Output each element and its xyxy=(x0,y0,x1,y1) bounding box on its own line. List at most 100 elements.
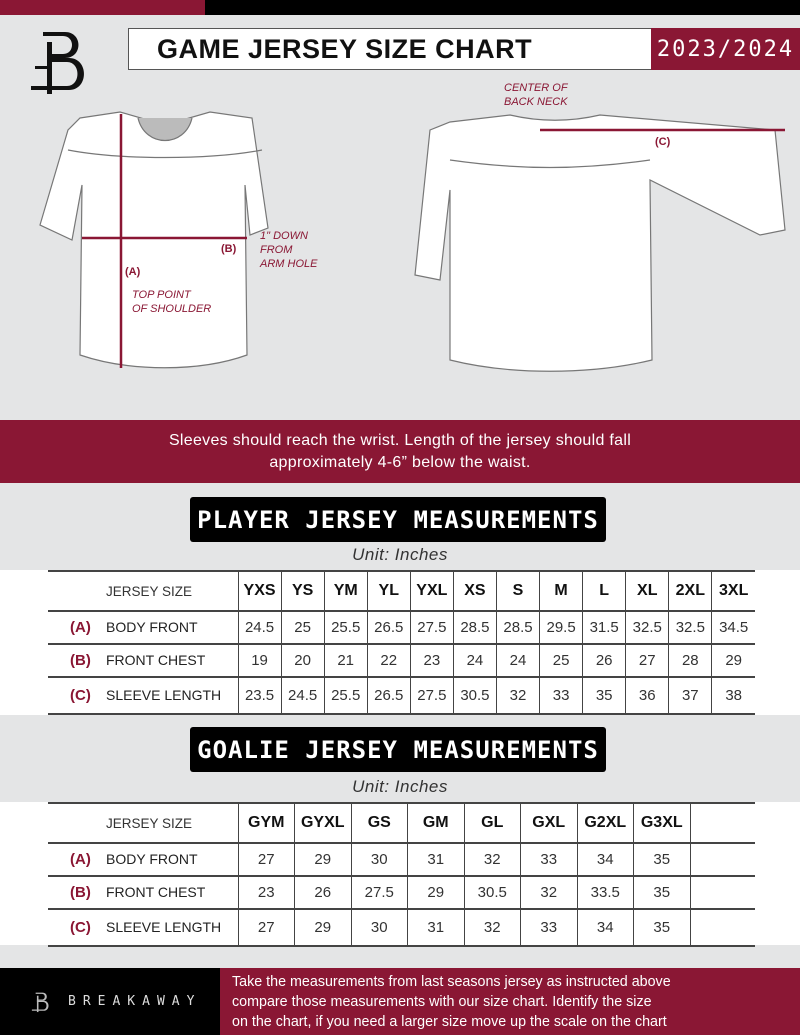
measure-cell: 25.5 xyxy=(323,611,368,645)
measure-cell: 35 xyxy=(633,876,690,910)
measure-cell: 25 xyxy=(280,611,325,645)
measure-cell: 29 xyxy=(711,644,755,678)
table-row: (C) SLEEVE LENGTH 27 29 30 31 32 33 34 35 xyxy=(48,909,755,947)
footer-instructions: Take the measurements from last seasons … xyxy=(220,968,800,1035)
jersey-diagram xyxy=(39,111,786,372)
measure-cell: 26.5 xyxy=(366,611,411,645)
breakaway-logo-small xyxy=(31,992,49,1012)
measure-letter: (A) xyxy=(70,619,91,636)
row-label: (C) SLEEVE LENGTH xyxy=(48,909,238,947)
size-header: G3XL xyxy=(633,803,690,844)
measure-cell: 23.5 xyxy=(237,677,282,715)
measure-cell: 27 xyxy=(237,909,295,947)
table-row: (B) FRONT CHEST 23 26 27.5 29 30.5 32 33.5 35 xyxy=(48,876,755,910)
measure-cell: 27 xyxy=(625,644,669,678)
measure-cell xyxy=(689,909,755,947)
size-header: S xyxy=(495,571,540,612)
top-bar-accent xyxy=(0,0,205,15)
measure-name: BODY FRONT xyxy=(106,619,198,635)
size-header: YXS xyxy=(237,571,282,612)
measure-cell: 33.5 xyxy=(576,876,634,910)
measure-cell: 22 xyxy=(366,644,411,678)
measure-cell: 31 xyxy=(407,909,464,947)
row-label: (C) SLEEVE LENGTH xyxy=(48,677,238,715)
measure-name: BODY FRONT xyxy=(106,851,198,867)
measure-cell: 34 xyxy=(576,909,634,947)
measure-cell: 24.5 xyxy=(280,677,325,715)
measurement-lines xyxy=(82,114,785,368)
footer-brand: BREAKAWAY xyxy=(0,968,220,1035)
goalie-section-title: GOALIE JERSEY MEASUREMENTS xyxy=(190,727,606,772)
player-section-title: PLAYER JERSEY MEASUREMENTS xyxy=(190,497,606,542)
measure-cell: 32 xyxy=(463,843,521,877)
measure-name: SLEEVE LENGTH xyxy=(106,687,222,703)
measure-cell: 33 xyxy=(520,909,577,947)
page-title: GAME JERSEY SIZE CHART xyxy=(128,28,652,70)
measure-cell: 27.5 xyxy=(409,611,454,645)
measure-cell: 25.5 xyxy=(323,677,368,715)
measure-name: SLEEVE LENGTH xyxy=(106,919,222,935)
measure-cell: 37 xyxy=(668,677,712,715)
measure-cell: 19 xyxy=(237,644,282,678)
measure-letter: (C) xyxy=(70,919,91,936)
measure-cell: 28 xyxy=(668,644,712,678)
row-label: (B) FRONT CHEST xyxy=(48,876,238,910)
measure-cell: 24 xyxy=(495,644,540,678)
table-row: (B) FRONT CHEST 19 20 21 22 23 24 24 25 26 27 28 29 xyxy=(48,644,755,678)
measure-cell: 24 xyxy=(452,644,497,678)
measure-cell: 27.5 xyxy=(409,677,454,715)
table-row: (A) BODY FRONT 27 29 30 31 32 33 34 35 xyxy=(48,843,755,877)
measure-cell: 25 xyxy=(539,644,583,678)
size-header: GL xyxy=(463,803,521,844)
goalie-size-table: JERSEY SIZE GYM GYXL GS GM GL GXL G2XL G3XL (A) B… xyxy=(48,802,755,947)
shoulder-note: TOP POINT OF SHOULDER xyxy=(132,289,212,315)
size-header: XL xyxy=(625,571,669,612)
measure-letter: (C) xyxy=(70,687,91,704)
header-label: JERSEY SIZE xyxy=(48,803,238,844)
header-label: JERSEY SIZE xyxy=(48,571,238,612)
measure-cell: 32 xyxy=(463,909,521,947)
measure-cell: 26 xyxy=(582,644,626,678)
season-badge: 2023/2024 xyxy=(651,28,800,70)
size-header: GYM xyxy=(237,803,295,844)
center-back-neck-label: CENTER OF BACK NECK xyxy=(504,82,568,108)
measure-cell: 34.5 xyxy=(711,611,755,645)
row-label: (B) FRONT CHEST xyxy=(48,644,238,678)
size-header: YS xyxy=(280,571,325,612)
measure-cell: 30 xyxy=(350,909,408,947)
table-row: (A) BODY FRONT 24.5 25 25.5 26.5 27.5 28.5 28.5 2… xyxy=(48,611,755,645)
jersey-back-drawing xyxy=(414,114,786,372)
measure-letter: (B) xyxy=(70,652,91,669)
size-header: 2XL xyxy=(668,571,712,612)
measure-cell: 29 xyxy=(294,843,351,877)
fit-instructions-banner: Sleeves should reach the wrist. Length o… xyxy=(0,420,800,483)
jersey-front-drawing xyxy=(39,111,269,369)
size-header: YXL xyxy=(409,571,454,612)
brand-name: BREAKAWAY xyxy=(68,994,202,1009)
measure-cell: 33 xyxy=(539,677,583,715)
measure-cell: 27 xyxy=(237,843,295,877)
measure-cell: 21 xyxy=(323,644,368,678)
measure-name: FRONT CHEST xyxy=(106,652,206,668)
measure-cell xyxy=(689,843,755,877)
measure-cell: 31 xyxy=(407,843,464,877)
player-size-table: JERSEY SIZE YXS YS YM YL YXL XS S M L XL 2XL 3XL (A)… xyxy=(48,570,755,715)
measure-cell: 38 xyxy=(711,677,755,715)
measure-cell: 26.5 xyxy=(366,677,411,715)
measure-cell: 29.5 xyxy=(539,611,583,645)
measure-cell: 32 xyxy=(495,677,540,715)
player-unit: Unit: Inches xyxy=(352,545,448,564)
size-header: YL xyxy=(366,571,411,612)
size-header: XS xyxy=(452,571,497,612)
measure-cell xyxy=(689,876,755,910)
size-header: GS xyxy=(350,803,408,844)
measure-cell: 28.5 xyxy=(452,611,497,645)
measure-cell: 34 xyxy=(576,843,634,877)
label-c: (C) xyxy=(655,136,671,148)
measure-cell: 27.5 xyxy=(350,876,408,910)
measure-cell: 23 xyxy=(237,876,295,910)
top-bar xyxy=(205,0,800,15)
size-header: GM xyxy=(407,803,464,844)
measure-cell: 35 xyxy=(633,843,690,877)
measure-cell: 32 xyxy=(520,876,577,910)
